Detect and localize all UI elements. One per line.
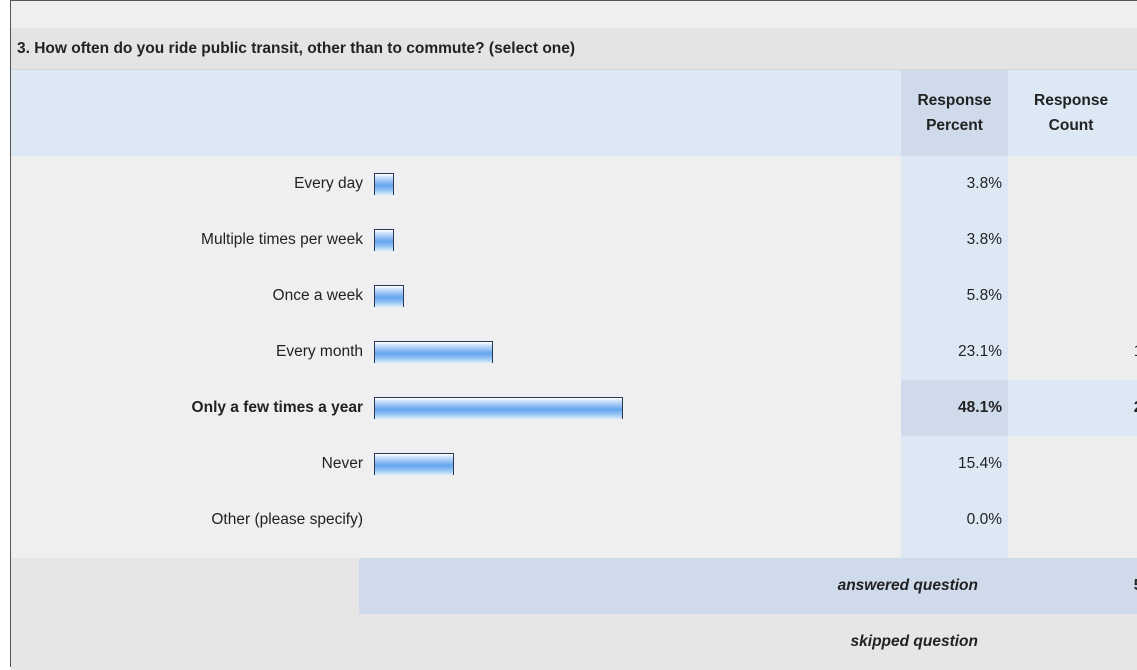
answered-band [359,558,1137,614]
percent-column-bg [901,156,1008,558]
answer-label: Once a week [272,287,363,304]
answered-value: 52 [1008,558,1137,614]
table-row: Multiple times per week 3.8% 2 [11,212,1137,268]
header-percent-line2: Percent [926,117,983,134]
response-percent: 23.1% [958,343,1002,360]
header-response-count: Response Count [1008,70,1137,156]
response-bar [374,341,493,363]
response-bar [374,453,454,475]
survey-results-table: 3. How often do you ride public transit,… [10,0,1137,670]
response-count: 2 [1008,156,1137,212]
header-percent-cell [901,70,1008,156]
response-percent: 0.0% [966,511,1002,528]
answer-label: Every day [294,175,363,192]
answered-row: answered question 52 [11,558,1137,614]
answer-label: Never [321,455,363,472]
header-percent-line1: Response [917,92,992,109]
response-bar [374,285,404,307]
response-percent: 15.4% [958,455,1002,472]
answer-label: Other (please specify) [211,511,363,528]
response-count: 0 [1008,492,1137,548]
table-row: Every month 23.1% 12 [11,324,1137,380]
skipped-value: 8 [1008,614,1137,670]
response-count: 2 [1008,212,1137,268]
response-count: 12 [1008,324,1137,380]
header-response-percent: Response Percent [901,70,1008,156]
response-count: 25 [1008,380,1137,436]
response-percent: 3.8% [966,175,1002,192]
skipped-label: skipped question [850,633,978,650]
table-row: Every day 3.8% 2 [11,156,1137,212]
response-bar [374,229,394,251]
count-column-bg [1008,156,1137,558]
response-percent: 3.8% [966,231,1002,248]
answer-label: Multiple times per week [201,231,363,248]
header-count-line1: Response [1034,92,1109,109]
answered-label: answered question [837,577,978,594]
answer-label: Only a few times a year [191,399,363,416]
table-row: Other (please specify) 0.0% 0 [11,492,1137,548]
question-title: 3. How often do you ride public transit,… [11,28,1137,70]
skipped-row: skipped question 8 [11,614,1137,670]
table-header: Response Percent Response Count [11,70,1137,156]
table-row: Never 15.4% 8 [11,436,1137,492]
header-count-line2: Count [1048,117,1094,134]
response-count: 3 [1008,268,1137,324]
response-count: 8 [1008,436,1137,492]
response-bar [374,397,623,419]
table-row: Once a week 5.8% 3 [11,268,1137,324]
response-percent: 48.1% [901,380,1008,436]
answer-label: Every month [275,343,363,360]
table-row: Only a few times a year 48.1%25 [11,380,1137,436]
response-bar [374,173,394,195]
response-percent: 5.8% [966,287,1002,304]
